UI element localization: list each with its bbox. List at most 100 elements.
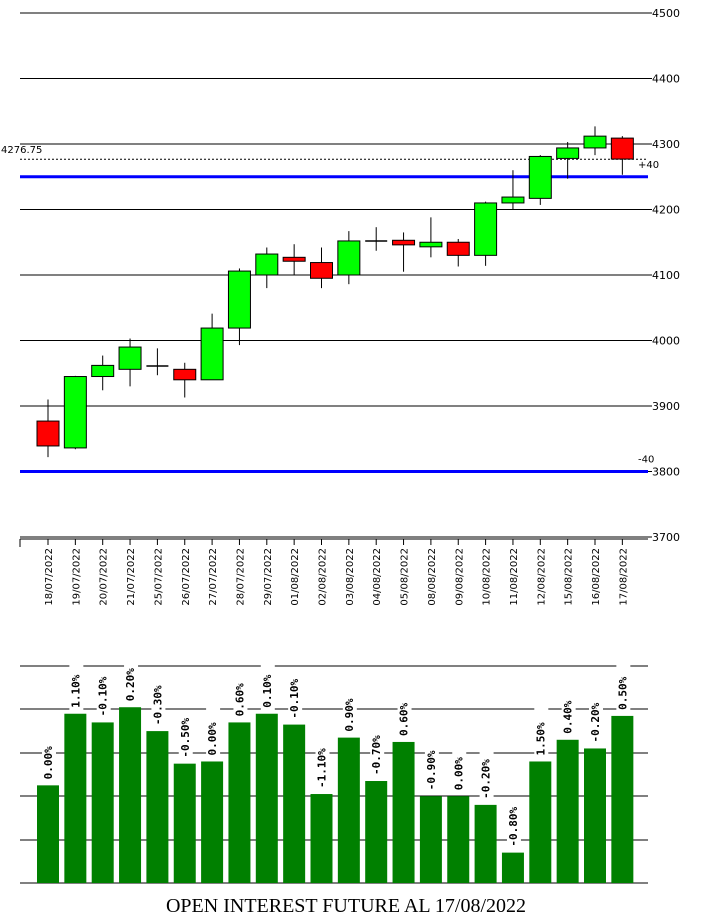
x-tick-label: 17/08/2022 bbox=[618, 548, 629, 606]
oi-label-bg bbox=[288, 670, 303, 721]
oi-value-label: -0.20% bbox=[480, 759, 493, 799]
x-tick-label: 25/07/2022 bbox=[153, 548, 164, 606]
candle bbox=[446, 238, 470, 267]
oi-bar bbox=[556, 739, 579, 883]
oi-label-bg bbox=[315, 740, 330, 791]
candle bbox=[610, 136, 634, 175]
oi-bar bbox=[64, 713, 87, 883]
oi-label-bg bbox=[589, 694, 603, 745]
x-tick-label: 20/07/2022 bbox=[99, 548, 110, 606]
oi-label-bg bbox=[206, 707, 221, 758]
oi-value-label: 1.10% bbox=[69, 674, 82, 707]
candle bbox=[63, 375, 87, 450]
candle-body bbox=[200, 327, 224, 381]
oi-label-bg bbox=[506, 798, 521, 849]
oi-label-bg bbox=[124, 653, 139, 704]
y-tick-label: 4200 bbox=[652, 204, 680, 217]
y-tick-label: 3900 bbox=[652, 400, 680, 413]
oi-label-bg bbox=[534, 707, 549, 758]
candle-body bbox=[36, 420, 60, 447]
y-tick-label: 4000 bbox=[652, 335, 680, 348]
x-tick-label: 11/08/2022 bbox=[509, 548, 520, 606]
oi-bar bbox=[91, 722, 114, 883]
oi-bar bbox=[173, 763, 196, 883]
oi-bar bbox=[201, 761, 224, 883]
oi-value-label: 0.60% bbox=[398, 702, 411, 735]
candle-body bbox=[63, 376, 87, 449]
candle-body bbox=[474, 202, 498, 256]
candle-body bbox=[227, 270, 251, 329]
candle bbox=[528, 155, 552, 205]
x-tick-label: 19/07/2022 bbox=[71, 548, 82, 606]
oi-value-label: 0.00% bbox=[452, 757, 465, 790]
x-tick-label: 16/08/2022 bbox=[591, 548, 602, 606]
oi-bar bbox=[474, 804, 497, 883]
candle bbox=[474, 201, 498, 266]
x-tick-label: 01/08/2022 bbox=[290, 548, 301, 606]
chart-title: OPEN INTEREST FUTURE AL 17/08/2022 bbox=[166, 895, 526, 917]
oi-bar bbox=[37, 785, 59, 883]
candle bbox=[200, 313, 224, 381]
price-grid bbox=[20, 12, 648, 538]
y-tick-label: 3800 bbox=[652, 466, 680, 479]
x-tick-label: 04/08/2022 bbox=[372, 548, 383, 606]
oi-bar bbox=[337, 737, 360, 883]
oi-value-label: -0.50% bbox=[179, 718, 192, 758]
candle bbox=[583, 126, 607, 156]
oi-value-label: -0.90% bbox=[425, 750, 438, 790]
oi-value-label: 0.20% bbox=[124, 668, 137, 701]
candle-body bbox=[173, 368, 197, 381]
candle-body bbox=[118, 346, 142, 370]
oi-value-label: 1.50% bbox=[534, 722, 547, 755]
candle-body bbox=[91, 364, 115, 378]
candle bbox=[91, 355, 115, 391]
oi-label-bg bbox=[561, 685, 576, 736]
candle bbox=[36, 399, 60, 458]
oi-grid bbox=[20, 665, 648, 884]
candle bbox=[501, 170, 525, 210]
candle bbox=[310, 247, 333, 289]
candle bbox=[255, 247, 279, 289]
oi-label-bg bbox=[452, 742, 467, 793]
candle-body bbox=[337, 240, 361, 276]
oi-value-label: 0.50% bbox=[616, 676, 629, 709]
y-tick-label: 4100 bbox=[652, 269, 680, 282]
oi-label-bg bbox=[69, 659, 84, 710]
candle bbox=[118, 338, 142, 387]
candle bbox=[282, 244, 306, 275]
x-tick-label: 26/07/2022 bbox=[181, 548, 192, 606]
oi-value-label: 0.90% bbox=[343, 698, 356, 731]
price-axis: 3700 3800 3900 4000 4100 4200 4300 4400 4500 bbox=[648, 7, 680, 544]
x-tick-label: 12/08/2022 bbox=[536, 548, 547, 606]
oi-label-bg bbox=[42, 731, 56, 782]
y-tick-label: 4300 bbox=[652, 138, 680, 151]
oi-bars: 0.00% 1.10% -0.10% 0.20% -0.30% -0.50% 0.00% 0.… bbox=[37, 653, 634, 883]
oi-bar bbox=[501, 852, 524, 883]
candle bbox=[173, 362, 197, 398]
y-tick-label: 4500 bbox=[652, 7, 680, 20]
candle-body bbox=[282, 256, 306, 262]
oi-bar bbox=[419, 796, 442, 883]
oi-bar bbox=[146, 731, 169, 883]
oi-bar bbox=[584, 748, 606, 883]
oi-value-label: -1.10% bbox=[316, 748, 329, 788]
upper-band-label: +40 bbox=[638, 160, 659, 171]
oi-bar bbox=[283, 724, 306, 883]
lower-band-label: -40 bbox=[638, 455, 654, 466]
oi-label-bg bbox=[616, 661, 631, 712]
x-tick-label: 29/07/2022 bbox=[263, 548, 274, 606]
candle bbox=[146, 348, 169, 376]
oi-value-label: -0.10% bbox=[97, 676, 110, 716]
candle bbox=[556, 142, 580, 179]
oi-value-label: -0.10% bbox=[288, 678, 301, 718]
candlesticks: +40 -40 4276.75 bbox=[1, 126, 659, 473]
x-tick-label: 21/07/2022 bbox=[126, 548, 137, 606]
oi-value-label: 0.00% bbox=[42, 746, 55, 779]
candle bbox=[227, 268, 251, 346]
candle bbox=[365, 227, 388, 251]
candle-body bbox=[556, 147, 580, 159]
oi-label-bg bbox=[260, 659, 275, 710]
oi-value-label: 0.00% bbox=[206, 722, 219, 755]
oi-bar bbox=[255, 713, 278, 883]
